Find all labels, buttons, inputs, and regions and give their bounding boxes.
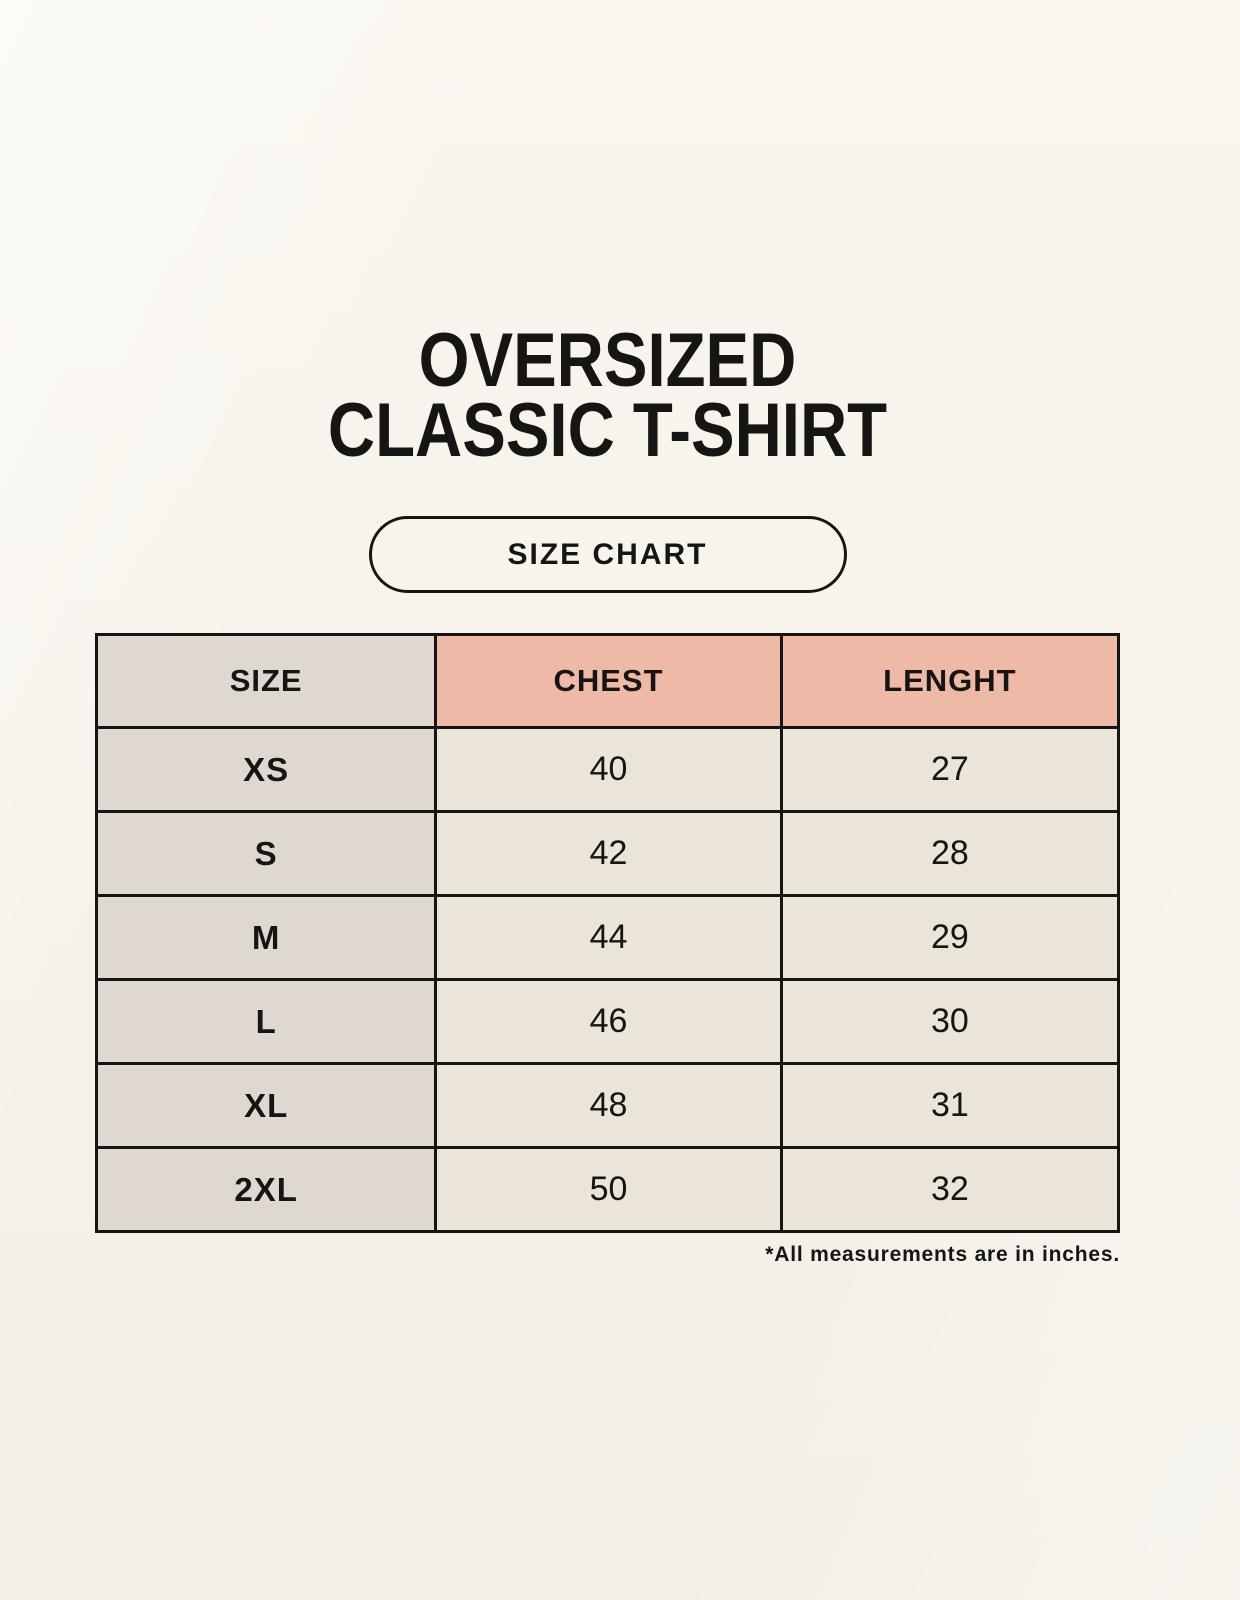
table-row-xs: XS 40 27 — [94, 726, 1121, 813]
chest-cell: 42 — [434, 810, 783, 897]
chest-cell: 46 — [434, 978, 783, 1065]
size-chart-button-label: SIZE CHART — [507, 537, 708, 571]
table-row-m: M 44 29 — [94, 894, 1121, 981]
size-chart-button[interactable]: SIZE CHART — [368, 516, 847, 593]
size-cell: 2XL — [94, 1146, 438, 1233]
table-row-xl: XL 48 31 — [94, 1062, 1121, 1149]
measurements-note: *All measurements are in inches. — [765, 1243, 1120, 1266]
chest-cell: 44 — [434, 894, 783, 981]
col-header-chest: CHEST — [434, 633, 783, 729]
chest-cell: 48 — [434, 1062, 783, 1149]
page-title: OVERSIZED CLASSIC T-SHIRT — [167, 318, 1049, 473]
size-cell: L — [94, 978, 438, 1065]
header-row: SIZE CHEST LENGHT — [94, 633, 1121, 729]
page-title-line1: OVERSIZED — [418, 318, 797, 403]
size-cell: XL — [94, 1062, 438, 1149]
table-row-s: S 42 28 — [94, 810, 1121, 897]
length-cell: 31 — [779, 1062, 1121, 1149]
col-header-size: SIZE — [94, 633, 438, 729]
length-cell: 28 — [779, 810, 1121, 897]
size-cell: S — [94, 810, 438, 897]
size-cell: XS — [94, 726, 438, 813]
table-row-2xl: 2XL 50 32 — [94, 1146, 1121, 1233]
length-cell: 32 — [779, 1146, 1121, 1233]
chest-cell: 50 — [434, 1146, 783, 1233]
table-row-l: L 46 30 — [94, 978, 1121, 1065]
length-cell: 30 — [779, 978, 1121, 1065]
length-cell: 29 — [779, 894, 1121, 981]
col-header-length: LENGHT — [779, 633, 1121, 729]
size-chart-table: SIZE CHEST LENGHT XS 40 27 S 42 28 M — [94, 633, 1121, 1233]
size-cell: M — [94, 894, 438, 981]
page-title-line2: CLASSIC T-SHIRT — [327, 388, 888, 473]
content-column: OVERSIZED CLASSIC T-SHIRT SIZE CHART SIZ… — [94, 0, 1121, 1267]
chest-cell: 40 — [434, 726, 783, 813]
length-cell: 27 — [779, 726, 1121, 813]
